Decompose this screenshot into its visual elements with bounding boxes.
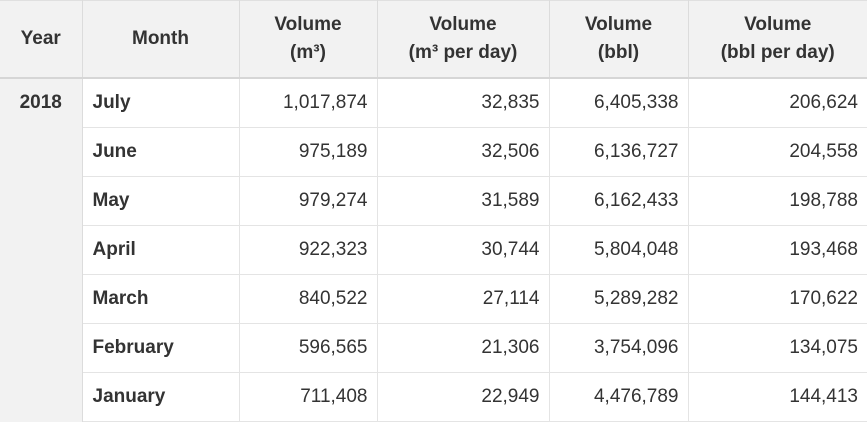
month-cell: May [82,176,240,226]
volume-bbl-per-day-cell: 193,468 [688,225,867,275]
volume-m3-per-day-cell: 31,589 [377,176,550,226]
volume-bbl-cell: 5,289,282 [549,274,689,324]
volume-m3-per-day-cell: 21,306 [377,323,550,373]
header-volume-m3-line1: Volume [274,14,342,35]
volume-m3-per-day-cell: 22,949 [377,372,550,422]
month-cell: June [82,127,240,177]
volume-bbl-cell: 3,754,096 [549,323,689,373]
table-row: June 975,189 32,506 6,136,727 204,558 [0,127,867,177]
volume-m3-per-day-cell: 27,114 [377,274,550,324]
volume-bbl-cell: 5,804,048 [549,225,689,275]
header-volume-bbl-line2: (bbl) [597,42,640,63]
volume-bbl-per-day-cell: 170,622 [688,274,867,324]
volume-m3-cell: 922,323 [239,225,378,275]
volume-bbl-per-day-cell: 206,624 [688,78,867,128]
volume-m3-cell: 596,565 [239,323,378,373]
table-row: May 979,274 31,589 6,162,433 198,788 [0,176,867,226]
volume-bbl-per-day-cell: 204,558 [688,127,867,177]
volume-bbl-cell: 6,136,727 [549,127,689,177]
header-volume-bbl: Volume (bbl) [549,0,689,79]
header-row: Year Month Volume (m³) Volume (m³ per da… [0,0,867,79]
volume-m3-cell: 711,408 [239,372,378,422]
volume-bbl-per-day-cell: 144,413 [688,372,867,422]
volume-m3-cell: 840,522 [239,274,378,324]
volume-bbl-cell: 4,476,789 [549,372,689,422]
table-body: 2018 July 1,017,874 32,835 6,405,338 206… [0,78,867,422]
volume-m3-per-day-cell: 32,506 [377,127,550,177]
table-row: February 596,565 21,306 3,754,096 134,07… [0,323,867,373]
header-volume-bbl-line1: Volume [584,14,653,35]
header-volume-bbl-per-day: Volume (bbl per day) [688,0,867,79]
volume-m3-cell: 975,189 [239,127,378,177]
header-year: Year [0,0,83,79]
month-cell: March [82,274,240,324]
volume-m3-per-day-cell: 30,744 [377,225,550,275]
table-header: Year Month Volume (m³) Volume (m³ per da… [0,0,867,79]
header-volume-m3: Volume (m³) [239,0,378,79]
month-cell: April [82,225,240,275]
header-volume-m3-per-day-line2: (m³ per day) [408,42,518,63]
table-row: 2018 July 1,017,874 32,835 6,405,338 206… [0,78,867,422]
table-row: April 922,323 30,744 5,804,048 193,468 [0,225,867,275]
table-row: January 711,408 22,949 4,476,789 144,413 [0,372,867,422]
header-month: Month [82,0,240,79]
volume-bbl-cell: 6,162,433 [549,176,689,226]
volume-bbl-cell: 6,405,338 [549,78,689,128]
header-volume-bbl-per-day-line2: (bbl per day) [720,42,835,63]
volume-m3-per-day-cell: 32,835 [377,78,550,128]
volume-m3-cell: 979,274 [239,176,378,226]
month-cell: July [82,78,240,128]
header-volume-m3-per-day: Volume (m³ per day) [377,0,550,79]
year-cell: 2018 [0,78,83,422]
header-volume-m3-per-day-line1: Volume [429,14,497,35]
volume-bbl-per-day-cell: 198,788 [688,176,867,226]
month-cell: February [82,323,240,373]
header-volume-bbl-per-day-line1: Volume [744,14,812,35]
volume-bbl-per-day-cell: 134,075 [688,323,867,373]
table-row: March 840,522 27,114 5,289,282 170,622 [0,274,867,324]
header-volume-m3-line2: (m³) [290,42,326,63]
volume-m3-cell: 1,017,874 [239,78,378,128]
month-cell: January [82,372,240,422]
